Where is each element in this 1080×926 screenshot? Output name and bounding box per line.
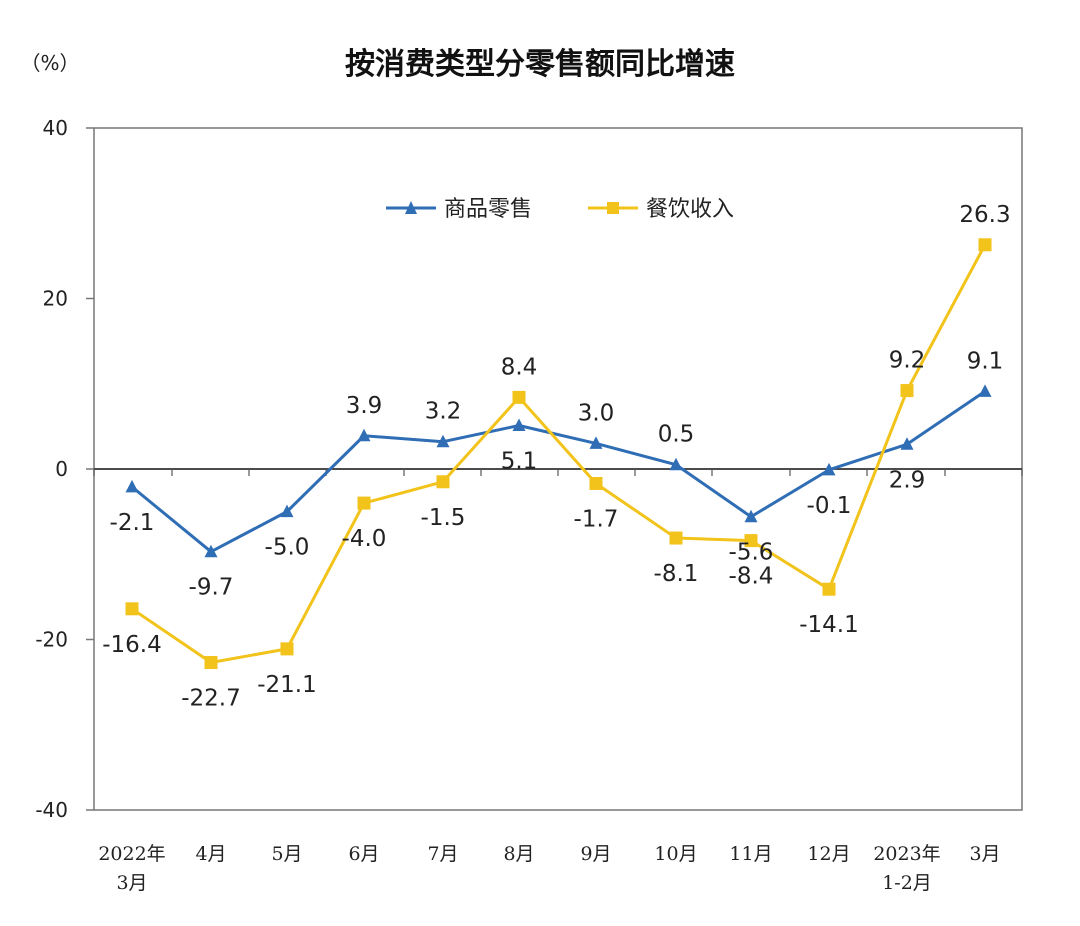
series-lines [131,244,987,665]
x-tick-label: 5月 [271,843,302,865]
data-label: 0.5 [658,422,695,448]
data-label: 3.9 [346,393,383,419]
series-marker-goods [280,504,294,518]
data-label: -2.1 [110,510,155,536]
x-tick-label: 4月 [195,843,226,865]
y-tick-label: 40 [43,116,68,140]
data-label: -8.4 [729,564,774,590]
data-label: -16.4 [102,632,162,658]
series-marker-catering [280,642,294,656]
data-label: 8.4 [501,354,538,380]
x-tick-label: 1-2月 [882,872,932,894]
series-marker-catering [822,582,836,596]
series-marker-catering [512,390,526,404]
series-marker-catering [744,534,758,548]
y-axis-unit-label: （%） [20,51,79,75]
x-tick-label: 3月 [969,843,1000,865]
data-label: 5.1 [501,449,538,475]
data-label: -0.1 [807,493,852,519]
x-tick-label: 8月 [503,843,534,865]
series-line-0 [131,390,986,554]
legend-label-goods: 商品零售 [444,197,532,222]
y-tick-label: 0 [55,457,68,481]
x-tick-label: 2023年 [873,843,940,865]
legend-label-catering: 餐饮收入 [646,197,734,222]
series-marker-goods [744,509,758,523]
series-marker-catering [669,531,683,545]
series-marker-catering [125,602,139,616]
y-tick-label: 20 [43,287,68,311]
x-tick-label: 3月 [116,872,147,894]
data-label: 2.9 [889,467,926,493]
data-label: -1.5 [421,505,466,531]
series-marker-goods [669,457,683,471]
chart-title: 按消费类型分零售额同比增速 [345,47,735,82]
series-marker-goods [978,384,992,397]
series-marker-goods [436,434,450,448]
x-tick-label: 11月 [729,843,772,865]
data-label: -1.7 [574,506,619,532]
series-markers [125,238,992,670]
series-line-1 [131,244,987,665]
y-axis-ticks: -40 -20 0 20 40 [35,116,94,822]
data-label: 9.1 [967,348,1004,374]
legend-item-catering: 餐饮收入 [588,197,734,222]
data-labels: -2.1 -9.7 -5.0 3.9 3.2 5.1 3.0 0.5 -5.6 -0.1 2.9 9.… [102,202,1010,712]
y-tick-label: -40 [35,798,68,822]
legend: 商品零售 餐饮收入 [386,197,734,222]
series-marker-goods [512,418,526,432]
y-tick-label: -20 [35,628,68,652]
data-label: -22.7 [181,686,241,712]
data-label: -4.0 [342,526,387,552]
series-marker-catering [900,384,914,398]
zero-line-group [93,468,1023,476]
x-tick-label: 2022年 [98,843,165,865]
data-label: -5.0 [265,535,310,561]
x-axis-ticks: 2022年 3月 4月 5月 6月 7月 8月 9月 10月 11月 12月 2023年 1-2月 3月 [98,843,1000,894]
data-label: 3.2 [425,399,462,425]
data-label: -14.1 [799,612,859,638]
data-label: -8.1 [654,561,699,587]
series-marker-goods [357,428,371,442]
x-tick-label: 6月 [348,843,379,865]
series-marker-goods [125,479,139,493]
series-marker-catering [589,476,603,490]
data-label: 26.3 [959,202,1010,228]
data-label: 3.0 [578,400,615,426]
series-marker-goods [204,544,218,558]
legend-item-goods: 商品零售 [386,197,532,222]
series-marker-catering [357,496,371,510]
legend-marker-catering [607,202,619,214]
series-marker-goods [822,462,836,476]
data-label: -21.1 [257,672,317,698]
x-tick-label: 7月 [427,843,458,865]
data-label: -5.6 [729,540,774,566]
x-tick-label: 9月 [580,843,611,865]
x-tick-label: 12月 [807,843,850,865]
series-marker-catering [978,238,992,252]
series-marker-goods [900,437,914,450]
data-label: 9.2 [889,348,926,374]
series-marker-catering [204,656,218,670]
x-tick-label: 10月 [654,843,697,865]
series-marker-catering [436,475,450,489]
legend-marker-goods [405,201,417,214]
data-label: -9.7 [189,575,234,601]
series-marker-goods [589,436,603,449]
